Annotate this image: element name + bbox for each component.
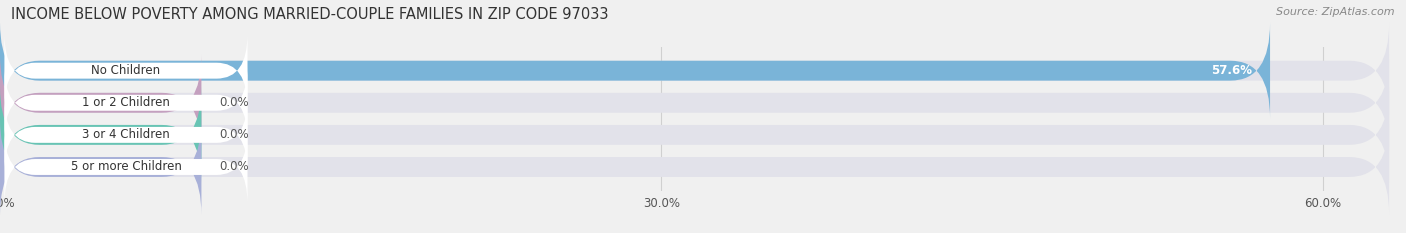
Text: 0.0%: 0.0%	[219, 161, 249, 174]
Text: 1 or 2 Children: 1 or 2 Children	[82, 96, 170, 109]
FancyBboxPatch shape	[0, 23, 1270, 119]
Text: Source: ZipAtlas.com: Source: ZipAtlas.com	[1277, 7, 1395, 17]
FancyBboxPatch shape	[0, 119, 201, 215]
FancyBboxPatch shape	[0, 119, 1389, 215]
Text: 0.0%: 0.0%	[219, 128, 249, 141]
FancyBboxPatch shape	[0, 87, 201, 183]
Text: 0.0%: 0.0%	[219, 96, 249, 109]
FancyBboxPatch shape	[0, 87, 1389, 183]
FancyBboxPatch shape	[4, 130, 247, 204]
Text: 5 or more Children: 5 or more Children	[70, 161, 181, 174]
Text: 3 or 4 Children: 3 or 4 Children	[82, 128, 170, 141]
Text: No Children: No Children	[91, 64, 160, 77]
FancyBboxPatch shape	[0, 55, 201, 151]
FancyBboxPatch shape	[4, 34, 247, 108]
Text: 57.6%: 57.6%	[1212, 64, 1253, 77]
FancyBboxPatch shape	[0, 55, 1389, 151]
FancyBboxPatch shape	[0, 23, 1389, 119]
Text: INCOME BELOW POVERTY AMONG MARRIED-COUPLE FAMILIES IN ZIP CODE 97033: INCOME BELOW POVERTY AMONG MARRIED-COUPL…	[11, 7, 609, 22]
FancyBboxPatch shape	[4, 66, 247, 140]
FancyBboxPatch shape	[4, 98, 247, 172]
